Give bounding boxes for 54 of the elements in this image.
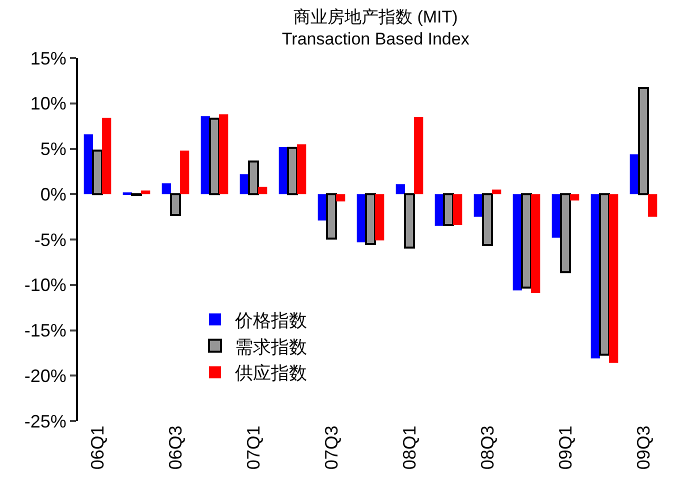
y-tick-label: 10% (30, 94, 66, 114)
bar (180, 150, 190, 194)
bar (598, 193, 610, 356)
bar (336, 194, 346, 202)
bar (570, 194, 580, 200)
bar (92, 150, 104, 196)
y-tick-label: 15% (30, 48, 66, 68)
y-tick-label: -20% (24, 366, 66, 386)
y-tick-label: -15% (24, 320, 66, 341)
bar (404, 193, 416, 249)
y-tick-label: 5% (40, 139, 66, 160)
x-tick-label: 09Q3 (633, 426, 654, 470)
y-tick-label: -10% (24, 275, 66, 296)
x-tick-label: 08Q1 (399, 426, 420, 470)
bar (648, 194, 658, 217)
bar (286, 146, 298, 196)
legend-label: 需求指数 (235, 336, 307, 357)
bar (638, 86, 650, 196)
bar (170, 193, 182, 216)
bar (482, 193, 494, 246)
y-tick-label: -25% (24, 411, 66, 432)
bar (248, 160, 260, 196)
bar (297, 144, 306, 194)
x-tick-label: 07Q3 (321, 426, 342, 470)
x-tick-label: 07Q1 (243, 426, 264, 470)
bar (162, 183, 171, 194)
bar (208, 118, 220, 196)
legend-label: 价格指数 (234, 310, 307, 330)
bar (442, 193, 454, 226)
bar (414, 116, 424, 194)
y-tick-label: 0% (40, 184, 66, 204)
chart-title: 商业房地产指数 (MIT) (293, 8, 458, 27)
bar (520, 193, 532, 289)
bar (560, 193, 572, 274)
chart-subtitle: Transaction Based Index (282, 30, 470, 49)
bar (84, 134, 93, 194)
y-tick-label: -5% (34, 230, 66, 250)
x-tick-label: 08Q3 (477, 426, 498, 470)
x-tick-label: 06Q1 (87, 426, 108, 470)
bar (396, 184, 405, 194)
bar (258, 186, 268, 194)
bar (326, 193, 338, 240)
bar (219, 114, 228, 194)
bar (609, 194, 618, 363)
bar (453, 194, 462, 225)
x-tick-label: 06Q3 (165, 426, 186, 470)
legend-label: 供应指数 (235, 363, 307, 384)
bar (492, 190, 502, 194)
bar (364, 193, 376, 246)
bar (375, 194, 384, 240)
x-tick-label: 09Q1 (555, 426, 576, 470)
bar (102, 118, 112, 194)
bar (141, 190, 150, 194)
bar (531, 194, 540, 294)
